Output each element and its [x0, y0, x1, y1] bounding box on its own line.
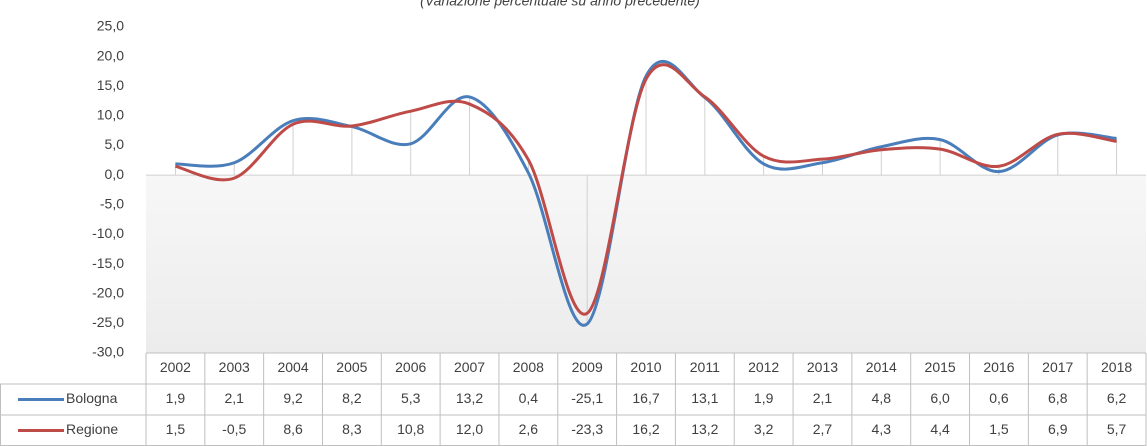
- table-value: 0,4: [519, 390, 539, 406]
- x-tick-label: 2006: [395, 359, 426, 375]
- table-value: 1,5: [989, 421, 1009, 437]
- y-tick-label: -20,0: [92, 284, 124, 300]
- table-value: 6,2: [1107, 390, 1127, 406]
- table-value: -25,1: [571, 390, 603, 406]
- table-value: 1,9: [754, 390, 774, 406]
- table-value: -0,5: [222, 421, 246, 437]
- chart-subtitle: (Variazione percentuale su anno preceden…: [420, 0, 700, 9]
- table-value: 3,2: [754, 421, 774, 437]
- x-tick-label: 2002: [160, 359, 191, 375]
- table-value: 2,1: [813, 390, 833, 406]
- table-value: 9,2: [283, 390, 303, 406]
- x-tick-label: 2015: [925, 359, 956, 375]
- legend-label: Regione: [66, 421, 118, 437]
- table-value: 16,7: [632, 390, 659, 406]
- table-value: 12,0: [456, 421, 483, 437]
- x-tick-label: 2008: [513, 359, 544, 375]
- x-tick-label: 2007: [454, 359, 485, 375]
- table-value: 1,9: [166, 390, 186, 406]
- table-value: 13,1: [691, 390, 718, 406]
- table-value: 4,4: [930, 421, 950, 437]
- y-tick-label: 25,0: [97, 18, 124, 34]
- x-tick-label: 2003: [219, 359, 250, 375]
- table-value: 5,3: [401, 390, 421, 406]
- table-value: 8,2: [342, 390, 362, 406]
- y-tick-label: -5,0: [100, 196, 124, 212]
- table-value: 2,7: [813, 421, 833, 437]
- table-value: 1,5: [166, 421, 186, 437]
- legend-label: Bologna: [66, 390, 118, 406]
- y-tick-label: 20,0: [97, 47, 124, 63]
- table-value: 2,6: [519, 421, 539, 437]
- plot-background: [146, 175, 1146, 353]
- table-value: 4,8: [872, 390, 892, 406]
- x-tick-label: 2004: [277, 359, 308, 375]
- table-value: 6,0: [930, 390, 950, 406]
- x-tick-label: 2010: [630, 359, 661, 375]
- y-tick-label: 10,0: [97, 107, 124, 123]
- y-tick-label: -25,0: [92, 314, 124, 330]
- table-value: 13,2: [691, 421, 718, 437]
- table-value: 16,2: [632, 421, 659, 437]
- table-value: 8,3: [342, 421, 362, 437]
- table-value: 0,6: [989, 390, 1009, 406]
- x-tick-label: 2017: [1042, 359, 1073, 375]
- series-line: [175, 63, 1117, 316]
- x-tick-label: 2014: [866, 359, 897, 375]
- table-value: 6,8: [1048, 390, 1068, 406]
- y-tick-label: -10,0: [92, 225, 124, 241]
- x-tick-label: 2018: [1101, 359, 1132, 375]
- x-tick-label: 2005: [336, 359, 367, 375]
- table-value: 4,3: [872, 421, 892, 437]
- table-value: 13,2: [456, 390, 483, 406]
- y-tick-label: 5,0: [105, 136, 125, 152]
- x-tick-label: 2011: [690, 359, 720, 375]
- table-value: 10,8: [397, 421, 424, 437]
- table-value: 8,6: [283, 421, 303, 437]
- table-value: 2,1: [225, 390, 245, 406]
- y-tick-label: -15,0: [92, 255, 124, 271]
- x-tick-label: 2012: [748, 359, 779, 375]
- x-tick-label: 2009: [572, 359, 603, 375]
- y-tick-label: 0,0: [105, 166, 125, 182]
- x-tick-label: 2016: [983, 359, 1014, 375]
- table-value: 5,7: [1107, 421, 1127, 437]
- x-tick-label: 2013: [807, 359, 838, 375]
- table-value: 6,9: [1048, 421, 1068, 437]
- table-value: -23,3: [571, 421, 603, 437]
- y-tick-label: 15,0: [97, 77, 124, 93]
- y-tick-label: -30,0: [92, 344, 124, 360]
